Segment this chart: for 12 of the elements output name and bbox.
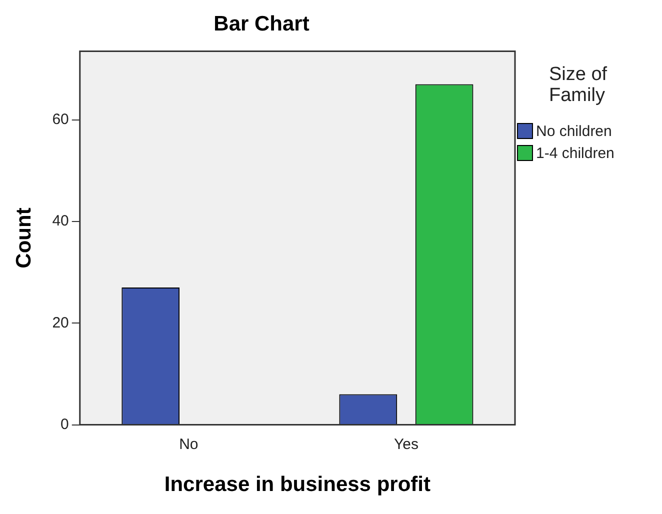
- y-tick-label: 0: [60, 416, 69, 433]
- x-tick-label: Yes: [394, 436, 418, 453]
- legend-label: 1-4 children: [536, 144, 614, 162]
- legend-title: Size of Family: [549, 64, 608, 106]
- y-axis-title: Count: [12, 208, 36, 268]
- x-axis-title: Increase in business profit: [164, 473, 430, 496]
- y-tick-label: 60: [52, 110, 69, 128]
- x-tick-label: No: [179, 436, 198, 453]
- y-tick-label: 40: [52, 212, 69, 230]
- legend-label: No children: [536, 122, 612, 140]
- y-tick-label: 20: [52, 314, 69, 332]
- chart-title: Bar Chart: [214, 12, 310, 36]
